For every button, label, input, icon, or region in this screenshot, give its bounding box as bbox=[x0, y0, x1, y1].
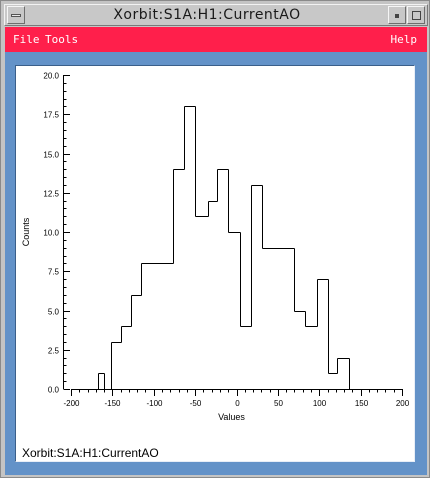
maximize-icon bbox=[412, 11, 421, 20]
y-tick-label: 2.5 bbox=[48, 347, 60, 356]
y-tick-label: 7.5 bbox=[48, 268, 60, 277]
x-tick-label: 0 bbox=[235, 399, 240, 408]
minimize-button[interactable] bbox=[388, 6, 406, 24]
menu-help[interactable]: Help bbox=[390, 33, 418, 46]
x-tick-label: 150 bbox=[355, 399, 369, 408]
x-tick-label: 50 bbox=[274, 399, 283, 408]
y-tick-label: 15.0 bbox=[43, 151, 59, 160]
x-tick-label: 100 bbox=[313, 399, 327, 408]
y-axis-label: Counts bbox=[21, 217, 31, 246]
menu-tools[interactable]: Tools bbox=[45, 33, 79, 46]
y-tick-label: 0.0 bbox=[48, 386, 60, 395]
x-tick-label: -100 bbox=[146, 399, 163, 408]
histogram-chart: 0.0 2.5 5.0 7.5 10.0 12.5 15.0 17.5 20.0 -200 -15… bbox=[21, 72, 410, 423]
title-bar[interactable]: Xorbit:S1A:H1:CurrentAO bbox=[4, 4, 428, 26]
plot-footer-label: Xorbit:S1A:H1:CurrentAO bbox=[22, 446, 159, 460]
y-axis: 0.0 2.5 5.0 7.5 10.0 12.5 15.0 17.5 20.0 bbox=[43, 72, 70, 395]
y-tick-label: 10.0 bbox=[43, 229, 59, 238]
y-tick-label: 20.0 bbox=[43, 72, 59, 81]
window-title: Xorbit:S1A:H1:CurrentAO bbox=[113, 7, 301, 23]
menu-bar: File Tools Help bbox=[5, 27, 427, 52]
x-axis: -200 -150 -100 -50 0 50 100 150 200 bbox=[63, 389, 410, 408]
menu-file[interactable]: File bbox=[13, 33, 40, 46]
x-tick-label: -50 bbox=[190, 399, 202, 408]
maximize-button[interactable] bbox=[407, 6, 425, 24]
y-tick-label: 17.5 bbox=[43, 111, 59, 120]
x-tick-label: 200 bbox=[396, 399, 410, 408]
x-tick-label: -150 bbox=[104, 399, 121, 408]
minimize-icon bbox=[395, 14, 399, 18]
x-tick-label: -200 bbox=[63, 399, 80, 408]
y-tick-label: 5.0 bbox=[48, 308, 60, 317]
window-menu-icon bbox=[11, 14, 21, 17]
window-menu-button[interactable] bbox=[7, 6, 25, 24]
x-axis-label: Values bbox=[218, 412, 245, 422]
plot-panel: 0.0 2.5 5.0 7.5 10.0 12.5 15.0 17.5 20.0 -200 -15… bbox=[15, 65, 415, 462]
y-tick-label: 12.5 bbox=[43, 190, 59, 199]
histogram-bins bbox=[98, 106, 350, 390]
